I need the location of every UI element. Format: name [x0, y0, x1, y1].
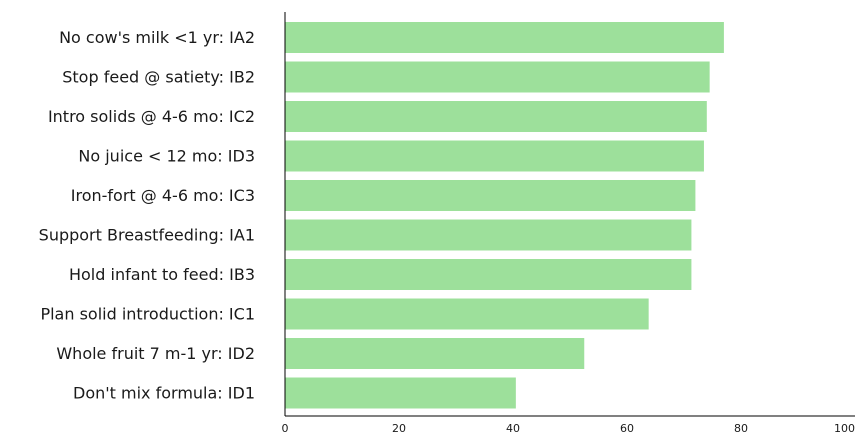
category-label-0: No cow's milk <1 yr: IA2 — [59, 28, 255, 47]
x-tick-label-3: 60 — [620, 422, 634, 435]
bar-2 — [285, 101, 707, 132]
x-tick-label-2: 40 — [506, 422, 520, 435]
category-label-9: Don't mix formula: ID1 — [73, 384, 255, 403]
bars-layer — [285, 22, 724, 409]
category-label-7: Plan solid introduction: IC1 — [40, 305, 255, 324]
bar-8 — [285, 338, 585, 369]
category-label-3: No juice < 12 mo: ID3 — [78, 147, 255, 166]
bar-4 — [285, 180, 696, 211]
bar-1 — [285, 61, 710, 93]
axes — [284, 12, 855, 417]
bar-7 — [285, 298, 649, 330]
category-labels: No cow's milk <1 yr: IA2 Stop feed @ sati… — [39, 28, 255, 403]
bar-5 — [285, 219, 692, 251]
bar-9 — [285, 377, 516, 409]
x-tick-label-0: 0 — [282, 422, 289, 435]
bar-6 — [285, 259, 692, 290]
x-tick-label-4: 80 — [734, 422, 748, 435]
category-label-2: Intro solids @ 4-6 mo: IC2 — [48, 107, 255, 126]
category-label-5: Support Breastfeeding: IA1 — [39, 226, 255, 245]
category-label-8: Whole fruit 7 m-1 yr: ID2 — [56, 344, 255, 363]
bar-0 — [285, 22, 724, 53]
bar-3 — [285, 140, 704, 172]
category-label-4: Iron-fort @ 4-6 mo: IC3 — [71, 186, 255, 205]
x-tick-label-5: 100 — [834, 422, 855, 435]
x-tick-labels: 0 20 40 60 80 100 — [282, 422, 856, 435]
x-tick-label-1: 20 — [392, 422, 406, 435]
category-label-1: Stop feed @ satiety: IB2 — [62, 68, 255, 87]
category-label-6: Hold infant to feed: IB3 — [69, 265, 255, 284]
